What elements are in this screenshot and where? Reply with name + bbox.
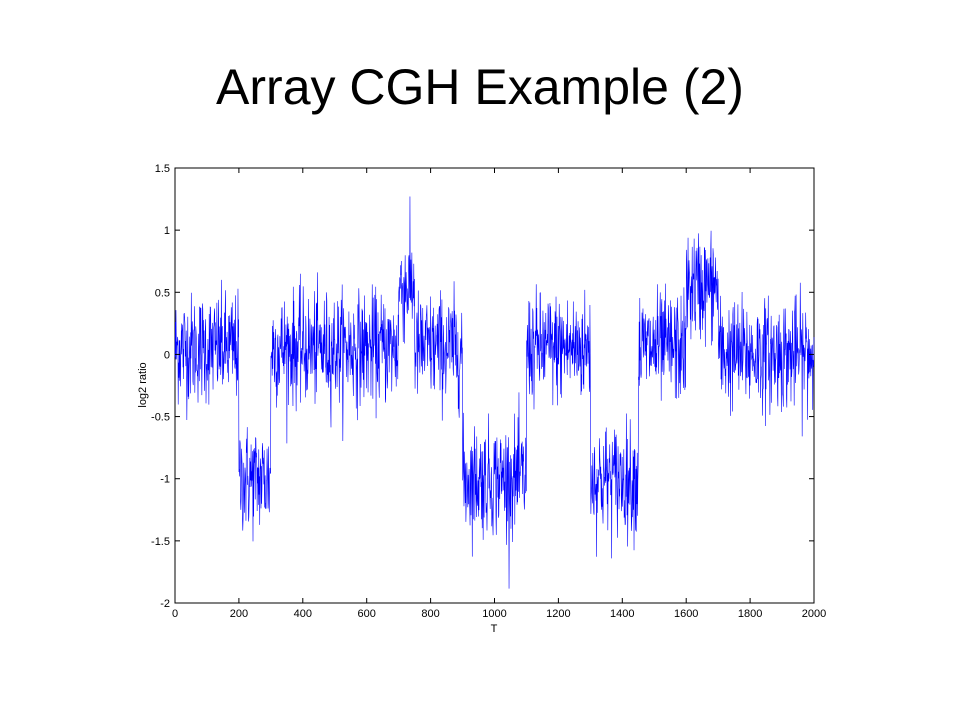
tick-layer: 0 200 400 600 800 1000 1200 1400 1600 1800 2000 1.5… bbox=[151, 163, 826, 620]
y-axis-label: log2 ratio bbox=[137, 362, 149, 407]
series-line bbox=[174, 196, 815, 589]
plot-frame bbox=[174, 167, 815, 604]
y-tick-label: -1.5 bbox=[151, 536, 170, 548]
y-tick-label: 1.5 bbox=[155, 163, 170, 175]
slide-title: Array CGH Example (2) bbox=[216, 59, 744, 115]
y-tick-label: -1 bbox=[160, 474, 170, 486]
plot-area bbox=[174, 167, 815, 604]
x-tick-label: 400 bbox=[294, 608, 312, 620]
y-tick-label: -2 bbox=[160, 598, 170, 610]
x-tick-label: 600 bbox=[358, 608, 376, 620]
x-tick-label: 2000 bbox=[802, 608, 826, 620]
y-tick-label: 0 bbox=[164, 349, 170, 361]
y-tick-label: 1 bbox=[164, 225, 170, 237]
x-tick-label: 1800 bbox=[738, 608, 762, 620]
y-tick-label: 0.5 bbox=[155, 287, 170, 299]
x-tick-label: 1000 bbox=[482, 608, 506, 620]
data-layer bbox=[174, 196, 815, 589]
x-tick-label: 200 bbox=[230, 608, 248, 620]
x-tick-label: 1600 bbox=[674, 608, 698, 620]
x-tick-label: 800 bbox=[421, 608, 439, 620]
y-tick-label: -0.5 bbox=[151, 412, 170, 424]
x-tick-label: 1400 bbox=[610, 608, 634, 620]
x-tick-label: 0 bbox=[172, 608, 178, 620]
x-tick-label: 1200 bbox=[546, 608, 570, 620]
x-axis-label: T bbox=[491, 623, 498, 635]
